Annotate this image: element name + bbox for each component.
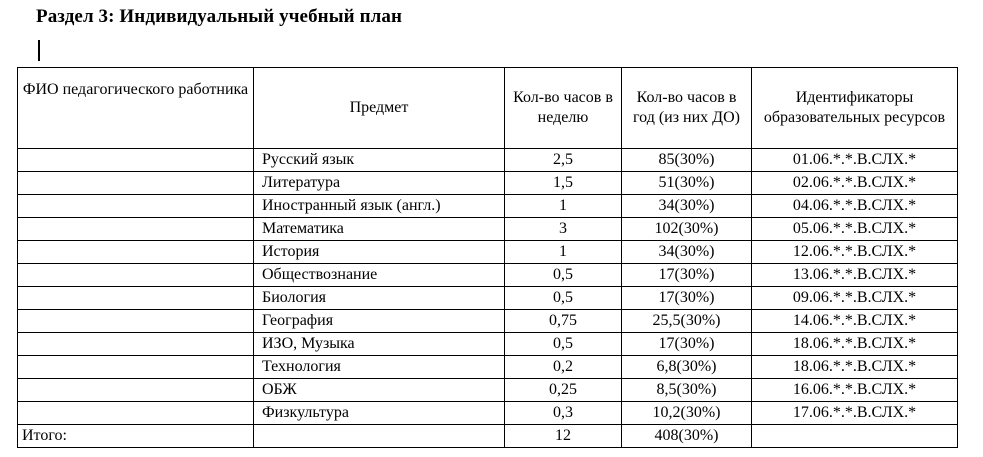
table-row: Математика 3 102(30%) 05.06.*.*.В.СЛХ.*	[17, 217, 958, 241]
hours-week-cell: 3	[504, 217, 622, 241]
teacher-cell	[17, 240, 254, 264]
teacher-cell	[17, 263, 254, 287]
hours-week-cell: 0,3	[504, 401, 622, 425]
hours-year-cell: 85(30%)	[621, 148, 752, 172]
subject-cell: География	[253, 309, 505, 333]
resource-id-cell: 02.06.*.*.В.СЛХ.*	[751, 171, 958, 195]
resource-id-cell: 09.06.*.*.В.СЛХ.*	[751, 286, 958, 310]
table-row: Биология 0,5 17(30%) 09.06.*.*.В.СЛХ.*	[17, 286, 958, 310]
resource-id-cell: 16.06.*.*.В.СЛХ.*	[751, 378, 958, 402]
hours-year-cell: 17(30%)	[621, 286, 752, 310]
hours-year-cell: 25,5(30%)	[621, 309, 752, 333]
teacher-cell	[17, 217, 254, 241]
table-row: Обществознание 0,5 17(30%) 13.06.*.*.В.СЛХ.…	[17, 263, 958, 287]
hours-year-cell: 6,8(30%)	[621, 355, 752, 379]
total-row: Итого: 12 408(30%)	[17, 424, 958, 448]
teacher-cell	[17, 309, 254, 333]
resource-id-cell: 05.06.*.*.В.СЛХ.*	[751, 217, 958, 241]
subject-cell: ИЗО, Музыка	[253, 332, 505, 356]
subject-cell: Биология	[253, 286, 505, 310]
hours-week-cell: 0,25	[504, 378, 622, 402]
total-hours-week: 12	[504, 424, 622, 448]
hours-week-cell: 0,5	[504, 286, 622, 310]
hours-year-cell: 17(30%)	[621, 263, 752, 287]
hours-year-cell: 10,2(30%)	[621, 401, 752, 425]
hours-week-cell: 1	[504, 240, 622, 264]
subject-cell: Иностранный язык (англ.)	[253, 194, 505, 218]
header-subject: Предмет	[253, 67, 505, 149]
header-hours-year: Кол-во часов в год (из них ДО)	[621, 67, 752, 149]
subject-cell: Обществознание	[253, 263, 505, 287]
total-subject-cell	[253, 424, 505, 448]
teacher-cell	[17, 378, 254, 402]
header-hours-week: Кол-во часов в неделю	[504, 67, 622, 149]
table-row: Иностранный язык (англ.) 1 34(30%) 04.06.*.…	[17, 194, 958, 218]
section-title: Раздел 3: Индивидуальный учебный план	[36, 6, 403, 27]
teacher-cell	[17, 401, 254, 425]
hours-year-cell: 17(30%)	[621, 332, 752, 356]
resource-id-cell: 12.06.*.*.В.СЛХ.*	[751, 240, 958, 264]
hours-year-cell: 34(30%)	[621, 240, 752, 264]
hours-week-cell: 0,5	[504, 263, 622, 287]
curriculum-table: ФИО педагогического работника Предмет Ко…	[17, 67, 958, 448]
resource-id-cell: 18.06.*.*.В.СЛХ.*	[751, 355, 958, 379]
hours-year-cell: 34(30%)	[621, 194, 752, 218]
subject-cell: Литература	[253, 171, 505, 195]
table-row: ИЗО, Музыка 0,5 17(30%) 18.06.*.*.В.СЛХ.*	[17, 332, 958, 356]
hours-year-cell: 51(30%)	[621, 171, 752, 195]
total-resources-cell	[751, 424, 958, 448]
hours-week-cell: 2,5	[504, 148, 622, 172]
table-row: История 1 34(30%) 12.06.*.*.В.СЛХ.*	[17, 240, 958, 264]
resource-id-cell: 18.06.*.*.В.СЛХ.*	[751, 332, 958, 356]
table-row: Физкультура 0,3 10,2(30%) 17.06.*.*.В.СЛХ.*	[17, 401, 958, 425]
resource-id-cell: 13.06.*.*.В.СЛХ.*	[751, 263, 958, 287]
hours-year-cell: 102(30%)	[621, 217, 752, 241]
subject-cell: Технология	[253, 355, 505, 379]
teacher-cell	[17, 171, 254, 195]
hours-year-cell: 8,5(30%)	[621, 378, 752, 402]
resource-id-cell: 14.06.*.*.В.СЛХ.*	[751, 309, 958, 333]
total-label: Итого:	[17, 424, 254, 448]
subject-cell: ОБЖ	[253, 378, 505, 402]
table-row: Литература 1,5 51(30%) 02.06.*.*.В.СЛХ.*	[17, 171, 958, 195]
subject-cell: Физкультура	[253, 401, 505, 425]
teacher-cell	[17, 286, 254, 310]
subject-cell: Русский язык	[253, 148, 505, 172]
header-resources: Идентификаторы образовательных ресурсов	[751, 67, 958, 149]
resource-id-cell: 01.06.*.*.В.СЛХ.*	[751, 148, 958, 172]
hours-week-cell: 0,2	[504, 355, 622, 379]
teacher-cell	[17, 355, 254, 379]
table-body: Русский язык 2,5 85(30%) 01.06.*.*.В.СЛХ.* Л…	[17, 148, 958, 425]
table-row: География 0,75 25,5(30%) 14.06.*.*.В.СЛХ.*	[17, 309, 958, 333]
subject-cell: История	[253, 240, 505, 264]
hours-week-cell: 1	[504, 194, 622, 218]
table-row: Русский язык 2,5 85(30%) 01.06.*.*.В.СЛХ.*	[17, 148, 958, 172]
teacher-cell	[17, 194, 254, 218]
table-row: Технология 0,2 6,8(30%) 18.06.*.*.В.СЛХ.*	[17, 355, 958, 379]
text-cursor	[38, 40, 40, 61]
hours-week-cell: 1,5	[504, 171, 622, 195]
teacher-cell	[17, 332, 254, 356]
header-fio: ФИО педагогического работника	[17, 67, 254, 149]
hours-week-cell: 0,5	[504, 332, 622, 356]
header-row: ФИО педагогического работника Предмет Ко…	[17, 67, 958, 149]
hours-week-cell: 0,75	[504, 309, 622, 333]
teacher-cell	[17, 148, 254, 172]
subject-cell: Математика	[253, 217, 505, 241]
table-row: ОБЖ 0,25 8,5(30%) 16.06.*.*.В.СЛХ.*	[17, 378, 958, 402]
resource-id-cell: 17.06.*.*.В.СЛХ.*	[751, 401, 958, 425]
resource-id-cell: 04.06.*.*.В.СЛХ.*	[751, 194, 958, 218]
total-hours-year: 408(30%)	[621, 424, 752, 448]
